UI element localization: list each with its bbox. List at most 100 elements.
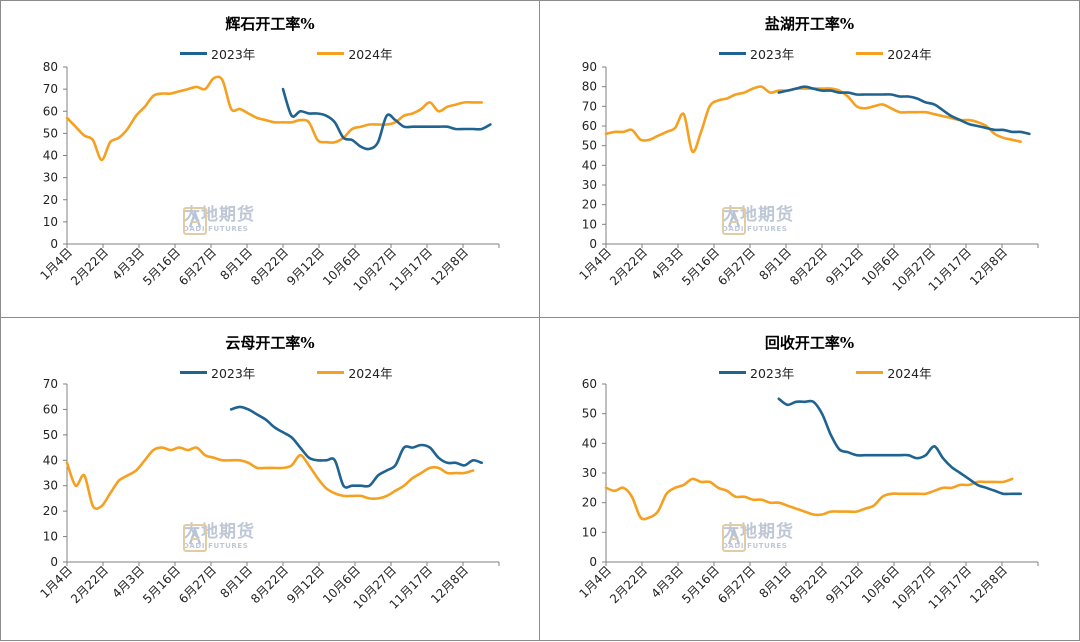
x-tick-label: 9月12日	[284, 563, 327, 606]
x-tick-label: 5月16日	[140, 563, 183, 606]
chart-svg: 0102030405060701月4日2月22日4月3日5月16日6月27日8月…	[37, 377, 500, 612]
legend-item: 2024年	[856, 44, 932, 63]
legend-label: 2023年	[750, 47, 795, 62]
watermark-cn: 大地期货	[722, 522, 794, 542]
y-tick-label: 20	[43, 193, 58, 207]
x-tick-label: 9月12日	[284, 245, 327, 288]
legend-swatch	[719, 371, 746, 374]
y-tick-label: 50	[43, 126, 58, 140]
legend-item: 2024年	[317, 363, 393, 382]
y-tick-label: 20	[43, 504, 58, 518]
dadi-logo-icon	[183, 207, 207, 235]
watermark-cn: 大地期货	[183, 522, 255, 542]
chart-panel: 云母开工率% 2023年 2024年 0 10 20 30 40 50 60 70 1月4日 2月22日…	[0, 317, 540, 641]
y-tick-label: 20	[582, 496, 597, 510]
y-tick-label: 30	[582, 178, 597, 192]
chart-legend: 2023年 2024年	[180, 44, 455, 63]
x-tick-label: 6月27日	[715, 563, 758, 606]
x-tick-label: 9月12日	[823, 245, 866, 288]
y-tick-label: 60	[43, 402, 58, 416]
x-tick-label: 5月16日	[140, 245, 183, 288]
y-tick-label: 10	[43, 530, 58, 544]
x-tick-label: 2月22日	[607, 245, 650, 288]
chart-panel: 盐湖开工率% 2023年 2024年 0 10 20 30 40 50 60 70 80 90 1月4日 2…	[539, 0, 1080, 318]
chart-panel: 辉石开工率% 2023年 2024年 0 10 20 30 40 50 60 70 80 1月4日 2月2…	[0, 0, 540, 318]
x-tick-label: 9月12日	[823, 563, 866, 606]
chart-legend: 2023年 2024年	[180, 363, 455, 382]
chart-title: 辉石开工率%	[225, 15, 315, 33]
series-line-2023	[281, 87, 492, 151]
x-tick-label: 2月22日	[68, 245, 111, 288]
x-tick-label: 12月8日	[428, 245, 471, 288]
x-tick-label: 5月16日	[679, 245, 722, 288]
x-tick-label: 6月27日	[176, 563, 219, 606]
chart-title: 云母开工率%	[225, 334, 315, 352]
series-line-2024	[604, 477, 1014, 521]
y-tick-label: 60	[582, 377, 597, 391]
y-tick-label: 40	[582, 158, 597, 172]
watermark-en: DADI FUTURES	[183, 225, 249, 233]
series-line-2023	[229, 405, 483, 489]
legend-swatch	[856, 52, 884, 55]
legend-label: 2023年	[211, 47, 256, 62]
chart-title: 回收开工率%	[764, 334, 855, 352]
watermark-en: DADI FUTURES	[722, 542, 788, 550]
dadi-logo-icon	[722, 524, 746, 552]
legend-item: 2023年	[719, 363, 794, 382]
y-tick-label: 10	[43, 215, 58, 229]
y-tick-label: 30	[43, 479, 58, 493]
x-tick-label: 8月22日	[248, 563, 291, 606]
y-tick-label: 70	[582, 99, 597, 113]
x-tick-label: 8月22日	[787, 563, 830, 606]
y-tick-label: 50	[582, 139, 597, 153]
watermark-cn: 大地期货	[183, 205, 255, 225]
y-tick-label: 50	[582, 407, 597, 421]
legend-label: 2024年	[887, 366, 932, 381]
y-tick-label: 70	[43, 82, 58, 96]
y-tick-label: 60	[582, 119, 597, 133]
watermark-logo: 大地期货 DADI FUTURES	[183, 524, 255, 552]
watermark-logo: 大地期货 DADI FUTURES	[722, 207, 794, 235]
watermark-text: 大地期货 DADI FUTURES	[722, 207, 794, 233]
y-tick-label: 20	[582, 198, 597, 212]
legend-swatch	[180, 52, 207, 55]
y-tick-label: 40	[43, 149, 58, 163]
y-tick-label: 0	[589, 237, 597, 251]
legend-item: 2023年	[180, 44, 255, 63]
y-tick-label: 60	[43, 104, 58, 118]
y-tick-label: 10	[582, 217, 597, 231]
watermark-text: 大地期货 DADI FUTURES	[183, 524, 255, 550]
series-line-2024	[65, 75, 483, 162]
x-tick-label: 12月8日	[967, 563, 1010, 606]
watermark-text: 大地期货 DADI FUTURES	[183, 207, 255, 233]
chart-svg: 010203040506070801月4日2月22日4月3日5月16日6月27日…	[37, 60, 500, 294]
watermark-logo: 大地期货 DADI FUTURES	[722, 522, 794, 552]
legend-label: 2023年	[211, 366, 256, 381]
x-tick-label: 8月22日	[248, 245, 291, 288]
watermark-logo: 大地期货 DADI FUTURES	[183, 207, 255, 235]
legend-label: 2024年	[348, 366, 393, 381]
x-tick-label: 5月16日	[679, 563, 722, 606]
y-tick-label: 40	[582, 436, 597, 450]
watermark-cn: 大地期货	[722, 205, 794, 225]
x-tick-label: 6月27日	[176, 245, 219, 288]
x-tick-label: 8月22日	[787, 245, 830, 288]
legend-label: 2024年	[348, 47, 393, 62]
chart-panel: 回收开工率% 2023年 2024年 0 10 20 30 40 50 60 1月4日 2月22日 4月…	[539, 317, 1080, 641]
chart-svg: 01020304050607080901月4日2月22日4月3日5月16日6月2…	[576, 60, 1039, 294]
y-tick-label: 80	[582, 80, 597, 94]
chart-svg: 01020304050601月4日2月22日4月3日5月16日6月27日8月1日…	[576, 377, 1039, 612]
legend-swatch	[317, 52, 345, 55]
series-line-2023	[777, 397, 1022, 496]
legend-swatch	[180, 371, 207, 374]
legend-label: 2024年	[887, 47, 932, 62]
x-tick-label: 2月22日	[607, 563, 650, 606]
y-tick-label: 40	[43, 453, 58, 467]
y-tick-label: 80	[43, 60, 58, 74]
legend-item: 2024年	[317, 44, 393, 63]
y-tick-label: 0	[589, 555, 597, 569]
x-tick-label: 12月8日	[967, 245, 1010, 288]
legend-item: 2023年	[719, 44, 794, 63]
y-tick-label: 50	[43, 428, 58, 442]
